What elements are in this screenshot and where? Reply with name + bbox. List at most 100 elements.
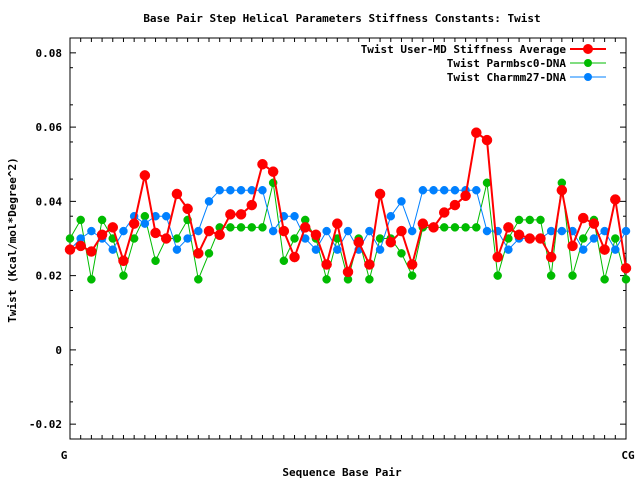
data-point <box>236 223 246 232</box>
data-point <box>545 251 557 263</box>
data-point <box>321 259 332 270</box>
data-point <box>310 229 322 241</box>
data-point <box>374 188 386 200</box>
data-point <box>194 226 203 236</box>
data-point <box>588 218 600 229</box>
legend-label: Twist Charmm27-DNA <box>447 71 567 84</box>
data-point <box>439 185 449 195</box>
data-point <box>333 245 342 254</box>
data-point <box>482 226 492 236</box>
data-point <box>236 185 246 195</box>
data-point <box>226 185 235 195</box>
data-point <box>472 185 481 195</box>
data-point <box>493 271 502 280</box>
data-point <box>492 251 503 263</box>
data-point <box>514 215 524 225</box>
data-point <box>406 259 418 270</box>
data-point <box>524 233 536 244</box>
data-point <box>193 248 204 259</box>
data-point <box>75 240 86 252</box>
data-point <box>86 246 97 257</box>
data-point <box>386 211 396 221</box>
data-point <box>290 234 299 243</box>
data-point <box>97 215 107 225</box>
data-point <box>385 236 397 248</box>
data-point <box>429 185 438 195</box>
y-tick-label: -0.02 <box>29 418 62 431</box>
data-point <box>290 211 299 221</box>
data-point <box>418 185 428 195</box>
data-point <box>546 271 556 280</box>
data-point <box>589 234 599 243</box>
x-axis-label: Sequence Base Pair <box>282 466 402 479</box>
data-point <box>461 223 470 232</box>
data-point <box>577 212 589 224</box>
y-tick-label: 0 <box>55 344 62 357</box>
data-point <box>611 245 620 254</box>
data-point <box>513 229 525 241</box>
data-point <box>535 233 546 244</box>
data-point <box>438 207 450 218</box>
data-point <box>332 218 343 229</box>
x-tick-label-first: G <box>61 449 68 462</box>
data-point <box>108 245 118 254</box>
legend-label: Twist Parmbsc0-DNA <box>447 57 567 70</box>
data-point <box>504 245 513 254</box>
data-point <box>161 211 171 221</box>
data-point <box>375 245 385 254</box>
data-point <box>214 229 225 241</box>
data-point <box>536 215 545 225</box>
x-tick-label-last: CG <box>621 449 635 462</box>
data-point <box>267 166 279 177</box>
data-point <box>578 234 588 243</box>
data-point <box>140 219 150 228</box>
data-point <box>160 233 172 244</box>
data-point <box>365 226 374 236</box>
chart-title: Base Pair Step Helical Parameters Stiffn… <box>143 12 540 25</box>
data-point <box>299 222 311 233</box>
data-point <box>139 170 151 181</box>
data-point <box>567 240 578 252</box>
y-tick-label: 0.04 <box>36 195 63 208</box>
data-point <box>481 134 493 146</box>
data-point <box>258 185 267 195</box>
data-point <box>353 236 364 248</box>
data-point <box>610 194 621 205</box>
data-point <box>450 185 460 195</box>
y-tick-label: 0.06 <box>36 121 63 134</box>
data-point <box>225 209 236 220</box>
data-point <box>450 223 460 232</box>
data-point <box>599 244 610 255</box>
data-point <box>76 215 85 225</box>
y-axis-label: Twist (Kcal/mol*Degree^2) <box>6 157 19 323</box>
data-point <box>503 222 514 233</box>
y-tick-label: 0.08 <box>36 47 63 60</box>
data-point <box>449 199 461 211</box>
data-point <box>171 188 183 200</box>
data-point <box>107 222 119 233</box>
data-point <box>172 245 182 254</box>
data-point <box>204 197 214 206</box>
data-point <box>365 275 374 284</box>
data-point <box>407 226 417 236</box>
data-point <box>342 266 354 278</box>
data-point <box>322 275 331 284</box>
data-point <box>65 234 75 243</box>
data-point <box>118 255 129 267</box>
data-point <box>119 271 128 280</box>
data-point <box>322 226 331 236</box>
data-point <box>64 244 76 255</box>
data-point <box>215 185 224 195</box>
legend-marker <box>583 44 593 54</box>
data-point <box>151 256 160 266</box>
data-point <box>557 226 567 236</box>
data-point <box>87 275 96 284</box>
data-point <box>621 226 631 236</box>
data-point <box>183 234 192 243</box>
data-point <box>600 275 609 284</box>
data-point <box>439 223 449 232</box>
data-point <box>578 245 588 254</box>
data-point <box>247 223 257 232</box>
